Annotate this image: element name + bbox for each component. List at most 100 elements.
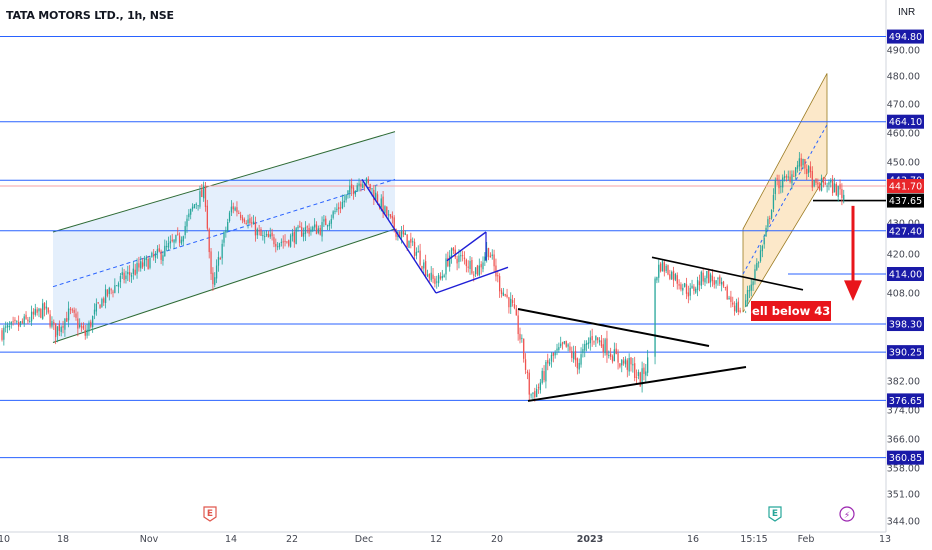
candle-body	[360, 183, 362, 187]
candle-body	[467, 266, 469, 268]
candle-body	[138, 263, 140, 268]
candle-body	[234, 207, 236, 211]
candle-body	[573, 352, 575, 360]
candle-body	[406, 234, 408, 247]
candle-body	[833, 183, 836, 193]
candle-body	[608, 354, 610, 356]
candle-body	[280, 241, 282, 243]
candle-body	[452, 247, 455, 251]
candle-body	[136, 263, 138, 274]
candle-body	[325, 218, 327, 226]
marked-price-label: 437.65	[887, 193, 924, 208]
triangle-upper-line	[517, 308, 710, 347]
candle-body	[585, 342, 588, 345]
candle-body	[465, 259, 467, 267]
candle-body	[685, 284, 688, 294]
candle-body	[600, 340, 603, 347]
candle-body	[66, 318, 68, 322]
event-marker-circle	[839, 506, 855, 522]
level-price-label-text: 376.65	[889, 396, 922, 407]
candle-body	[428, 273, 430, 279]
time-tick-label: 10	[0, 534, 10, 545]
candle-body	[151, 252, 153, 257]
candle-body	[382, 196, 384, 214]
candle-body	[402, 230, 405, 235]
candle-body	[36, 309, 38, 313]
time-tick-label: 16	[687, 534, 699, 545]
candle-body	[567, 344, 569, 347]
sell-annotation-text: Sell below 437	[744, 304, 838, 318]
candle-body	[458, 255, 460, 263]
candle-body	[252, 221, 255, 225]
candle-body	[71, 309, 73, 311]
candle-body	[88, 322, 90, 332]
time-tick-label: 2023	[577, 534, 603, 545]
candle-body	[230, 206, 233, 213]
candle-body	[776, 178, 778, 180]
candle-body	[62, 325, 64, 328]
candle-body	[267, 233, 270, 238]
candle-body	[667, 265, 669, 275]
candle-body	[236, 207, 238, 213]
time-tick-label: 22	[286, 534, 298, 545]
candle-body	[145, 257, 147, 260]
candle-body	[271, 232, 273, 237]
flag-lower-line	[435, 266, 509, 294]
level-price-label-bg	[887, 267, 924, 281]
candle-body	[709, 274, 712, 283]
candle-body	[795, 167, 797, 177]
candle-body	[641, 368, 643, 386]
candle-body	[373, 189, 375, 201]
candle-body	[343, 200, 345, 203]
candle-body	[371, 188, 373, 190]
candle-body	[365, 178, 368, 184]
candle-body	[536, 388, 538, 398]
candle-body	[486, 248, 488, 258]
candle-body	[547, 360, 549, 364]
candle-body	[232, 206, 234, 210]
candle-body	[27, 319, 29, 322]
candle-body	[684, 283, 686, 287]
candle-body	[704, 278, 706, 283]
candle-body	[219, 258, 221, 260]
candle-body	[672, 270, 675, 281]
candle-body	[380, 198, 382, 208]
candle-body	[515, 308, 517, 316]
candle-body	[434, 278, 436, 284]
candle-body	[639, 372, 641, 387]
candle-body	[476, 265, 479, 275]
candle-body	[315, 224, 318, 235]
candle-body	[561, 342, 564, 345]
candle-body	[680, 284, 682, 290]
candle-body	[332, 211, 334, 218]
candle-body	[264, 236, 266, 238]
candle-body	[591, 336, 593, 341]
time-tick-label: 13	[879, 534, 891, 545]
candle-body	[147, 258, 149, 270]
candle-body	[659, 263, 662, 272]
candle-body	[210, 251, 212, 274]
level-price-label: 390.25	[887, 345, 924, 360]
candle-body	[23, 316, 25, 325]
candle-body	[175, 235, 177, 242]
candle-body	[578, 362, 580, 370]
candle-body	[197, 205, 199, 207]
candle-body	[508, 297, 510, 308]
candle-body	[604, 339, 606, 353]
candle-body	[389, 214, 392, 217]
candle-body	[245, 222, 247, 224]
event-marker-label: E	[207, 509, 213, 519]
candle-body	[84, 330, 86, 336]
candle-body	[223, 232, 225, 243]
candle-body	[417, 251, 419, 253]
candle-body	[116, 285, 118, 287]
candle-body	[415, 251, 418, 256]
candle-body	[432, 274, 434, 279]
candle-body	[5, 326, 7, 328]
candle-body	[752, 281, 754, 286]
candle-body	[258, 230, 260, 232]
candle-body	[711, 275, 714, 282]
candle-body	[51, 321, 53, 327]
candle-body	[519, 333, 521, 340]
